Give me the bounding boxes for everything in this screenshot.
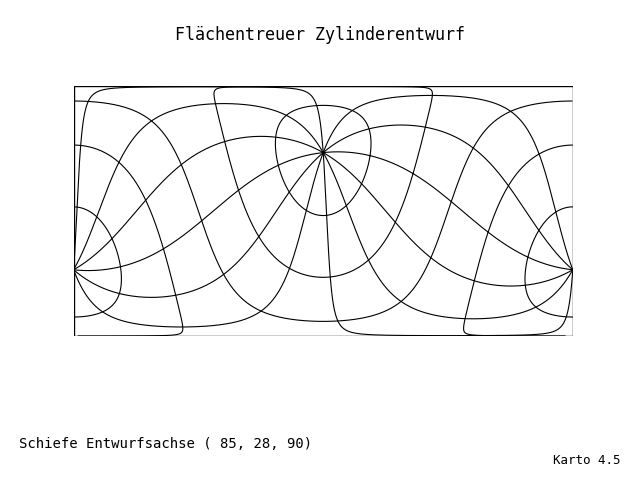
Text: Karto 4.5: Karto 4.5 bbox=[554, 454, 621, 468]
Text: Schiefe Entwurfsachse ( 85, 28, 90): Schiefe Entwurfsachse ( 85, 28, 90) bbox=[19, 437, 312, 451]
Text: Flächentreuer Zylinderentwurf: Flächentreuer Zylinderentwurf bbox=[175, 26, 465, 45]
